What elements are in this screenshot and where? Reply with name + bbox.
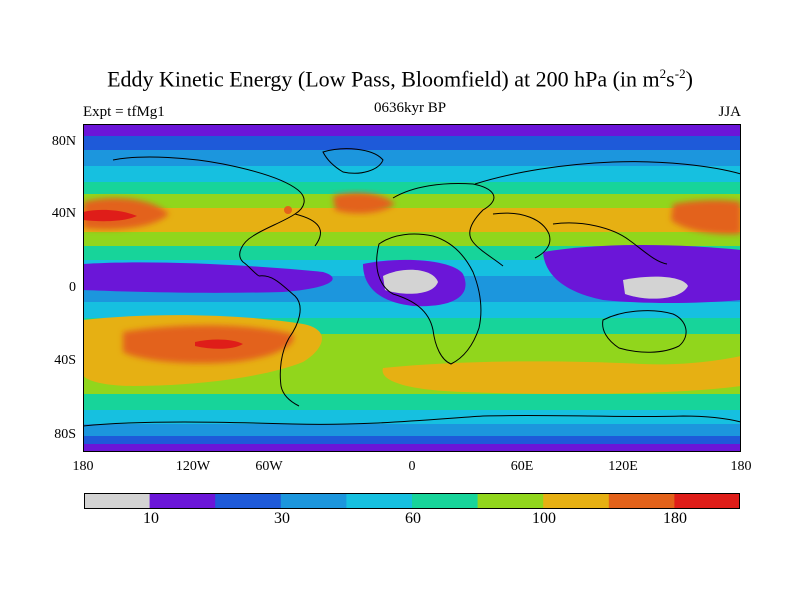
lon-label-60e: 60E xyxy=(510,459,534,474)
lon-label-120e: 120E xyxy=(608,459,638,474)
period-label: 0636kyr BP xyxy=(373,100,447,116)
colorbar-swatch-3 xyxy=(280,493,347,509)
colorbar-label-30: 30 xyxy=(274,510,290,527)
lon-label-60w: 60W xyxy=(255,459,283,474)
colorbar-swatch-8 xyxy=(608,493,675,509)
colorbar-swatch-5 xyxy=(412,493,479,509)
lon-label-180w: 180 xyxy=(72,459,94,474)
colorbar-label-10: 10 xyxy=(143,510,159,527)
lon-label-0: 0 xyxy=(408,459,416,474)
lat-label-80n: 80N xyxy=(51,134,76,149)
colorbar-swatch-4 xyxy=(346,493,413,509)
plot-title: Eddy Kinetic Energy (Low Pass, Bloomfiel… xyxy=(107,66,693,92)
colorbar-swatch-6 xyxy=(477,493,544,509)
colorbar-swatch-0 xyxy=(84,493,151,509)
lat-label-40s: 40S xyxy=(54,353,76,368)
experiment-label: Expt = tfMg1 xyxy=(83,104,165,120)
colorbar-swatch-2 xyxy=(215,493,282,509)
colorbar-label-60: 60 xyxy=(405,510,421,527)
colorbar-swatch-7 xyxy=(543,493,610,509)
lon-label-180e: 180 xyxy=(730,459,752,474)
colorbar-swatch-9 xyxy=(674,493,740,509)
map-frame xyxy=(83,124,741,452)
lat-label-80s: 80S xyxy=(54,427,76,442)
colorbar-label-100: 100 xyxy=(532,510,556,527)
colorbar-swatch-1 xyxy=(149,493,216,509)
colorbar xyxy=(84,493,740,509)
lat-label-0: 0 xyxy=(69,280,76,295)
map-panel xyxy=(83,124,741,452)
lon-label-120w: 120W xyxy=(175,459,211,474)
lat-label-40n: 40N xyxy=(51,206,76,221)
eddy-energy-field xyxy=(83,124,741,452)
season-label: JJA xyxy=(718,104,741,120)
colorbar-label-180: 180 xyxy=(663,510,687,527)
coastlines xyxy=(83,148,741,427)
